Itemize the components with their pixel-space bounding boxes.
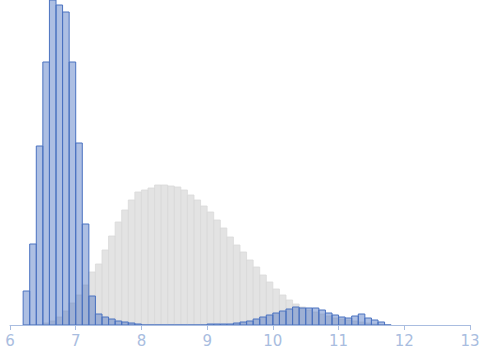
svg-text:6: 6	[5, 332, 15, 350]
svg-text:12: 12	[395, 332, 414, 350]
svg-text:8: 8	[137, 332, 147, 350]
svg-text:11: 11	[329, 332, 348, 350]
svg-text:13: 13	[460, 332, 479, 350]
svg-text:9: 9	[202, 332, 212, 350]
svg-text:7: 7	[71, 332, 81, 350]
svg-text:10: 10	[263, 332, 282, 350]
